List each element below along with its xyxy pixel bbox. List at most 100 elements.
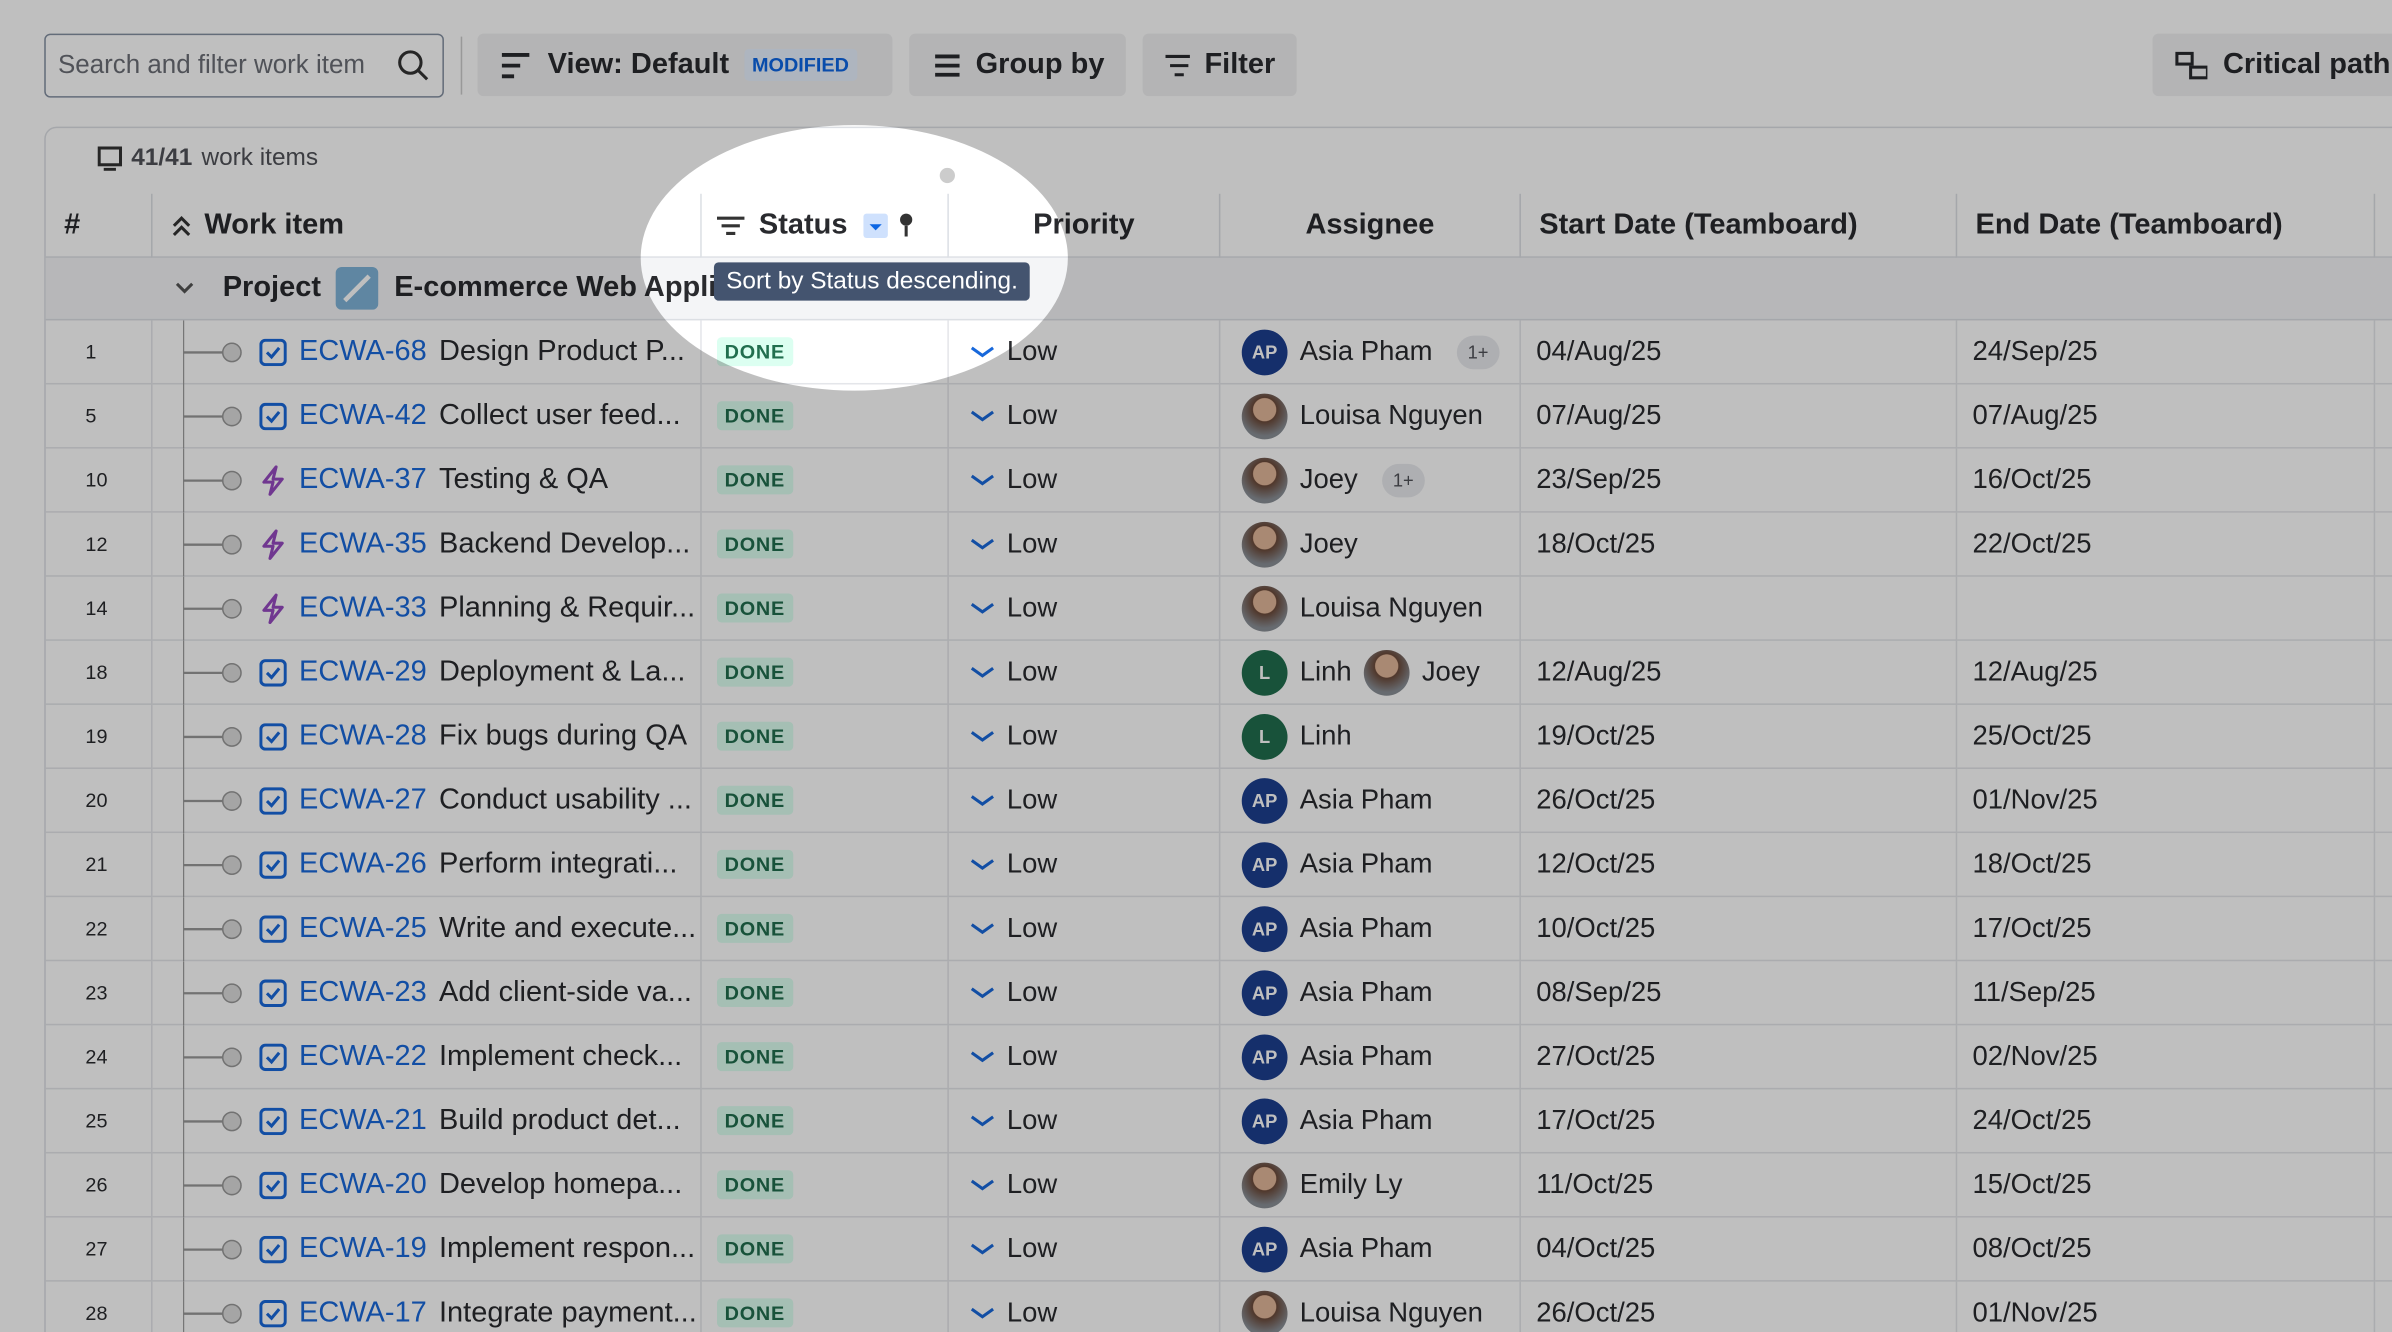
assignee-name: Joey (1299, 463, 1358, 495)
status-lozenge[interactable]: DONE (716, 337, 793, 367)
status-lozenge[interactable]: DONE (716, 1234, 793, 1264)
cell: Joey 1+ (1220, 448, 1521, 513)
status-lozenge[interactable]: DONE (716, 913, 793, 943)
status-lozenge[interactable]: DONE (716, 465, 793, 495)
cell: 24 (45, 1025, 153, 1090)
issue-type-icon (259, 1299, 287, 1327)
issue-key[interactable]: ECWA-23 (298, 975, 427, 1008)
issue-key[interactable]: ECWA-35 (298, 527, 427, 560)
issue-key[interactable]: ECWA-68 (298, 334, 427, 367)
status-lozenge[interactable]: DONE (716, 657, 793, 687)
filter-icon-graphic (717, 215, 746, 235)
status-lozenge[interactable]: DONE (716, 593, 793, 623)
cell: 01/Nov/25 (1957, 768, 2376, 834)
priority-label: Low (1006, 720, 1058, 751)
end-date: 24/Sep/25 (1972, 335, 2098, 367)
avatar: AP (1241, 1033, 1288, 1080)
cell (2375, 384, 2392, 449)
status-lozenge[interactable]: DONE (716, 785, 793, 815)
status-lozenge[interactable]: DONE (716, 1298, 793, 1328)
avatar-photo (1241, 1161, 1288, 1208)
cell (2375, 833, 2392, 898)
critical-path-button[interactable]: Critical path (2152, 33, 2392, 97)
status-lozenge[interactable]: DONE (716, 1170, 793, 1200)
cell (2375, 513, 2392, 577)
status-lozenge[interactable]: DONE (716, 721, 793, 751)
priority-icon (970, 857, 994, 872)
column-header[interactable]: Start Date (Teamboard) (1520, 193, 1958, 258)
issue-key[interactable]: ECWA-26 (298, 847, 427, 880)
issue-key[interactable]: ECWA-17 (298, 1296, 427, 1329)
cell: DONE (701, 384, 949, 449)
issue-title: Design Product P... (438, 334, 685, 367)
issue-key[interactable]: ECWA-27 (298, 783, 427, 816)
assignee-name: Asia Pham (1299, 1104, 1433, 1136)
issue-key[interactable]: ECWA-37 (298, 463, 427, 496)
column-header[interactable]: Priority (948, 193, 1221, 258)
issue-key[interactable]: ECWA-42 (298, 398, 427, 432)
issue-key[interactable]: ECWA-20 (298, 1167, 427, 1201)
end-date: 16/Oct/25 (1972, 463, 2092, 495)
status-lozenge[interactable]: DONE (716, 849, 793, 879)
tree-line-graphic (183, 704, 242, 769)
assignee-name: Asia Pham (1299, 1040, 1433, 1072)
cell: AP Asia Pham (1220, 1089, 1521, 1154)
filter-button[interactable]: Filter (1142, 33, 1297, 97)
status-lozenge[interactable]: DONE (716, 1042, 793, 1072)
row-number: 12 (85, 532, 108, 556)
cell: 25 (45, 1089, 153, 1154)
priority-icon (970, 793, 994, 808)
issue-key[interactable]: ECWA-29 (298, 655, 427, 688)
cell (2375, 1218, 2392, 1282)
issue-title: Fix bugs during QA (438, 719, 688, 752)
column-header[interactable]: End Date (Teamboard) (1957, 193, 2376, 258)
cell: AP Asia Pham 1+ (1220, 320, 1521, 385)
issue-type-icon (259, 1042, 287, 1071)
issue-type-icon-graphic (259, 337, 287, 366)
row-number: 10 (85, 468, 108, 492)
column-header-label: Assignee (1305, 208, 1435, 241)
column-header[interactable]: Work item (152, 193, 702, 258)
group-by-button[interactable]: Group by (909, 33, 1126, 97)
status-lozenge[interactable]: DONE (716, 978, 793, 1008)
issue-key[interactable]: ECWA-25 (298, 911, 427, 944)
cell: Louisa Nguyen (1220, 1281, 1521, 1332)
priority-icon (970, 1305, 994, 1320)
view-button[interactable]: View: Default MODIFIED (477, 33, 893, 97)
column-header[interactable]: Assignee (1220, 193, 1521, 258)
search-box[interactable]: Search and filter work item (44, 33, 444, 98)
cell: DONE (701, 961, 949, 1026)
column-header[interactable]: # (45, 193, 153, 258)
tree-line-graphic (183, 896, 242, 961)
issue-type-icon-graphic (259, 1171, 287, 1199)
issue-type-icon-graphic (259, 1299, 287, 1327)
assignee-name: Asia Pham (1299, 335, 1433, 367)
status-lozenge[interactable]: DONE (716, 529, 793, 559)
status-lozenge[interactable]: DONE (716, 401, 793, 431)
issue-title: Testing & QA (438, 463, 609, 496)
issue-key[interactable]: ECWA-21 (298, 1103, 427, 1136)
start-date: 26/Oct/25 (1536, 784, 1656, 815)
priority-icon-graphic (970, 345, 994, 357)
cell: Low (948, 1025, 1221, 1090)
start-date: 12/Aug/25 (1536, 656, 1662, 687)
row-number: 18 (85, 660, 108, 684)
issue-key[interactable]: ECWA-19 (298, 1232, 427, 1265)
search-placeholder: Search and filter work item (57, 50, 365, 80)
issue-key[interactable]: ECWA-28 (298, 719, 427, 752)
issue-type-icon (259, 978, 287, 1007)
tree-line-graphic (183, 1024, 242, 1089)
cell: 11/Oct/25 (1520, 1153, 1958, 1218)
status-lozenge[interactable]: DONE (716, 1106, 793, 1136)
issue-type-icon-graphic (259, 658, 287, 686)
group-row[interactable]: Project E-commerce Web Applic (45, 257, 2392, 321)
issue-key[interactable]: ECWA-22 (298, 1039, 427, 1072)
issue-key[interactable]: ECWA-33 (298, 591, 427, 624)
column-header[interactable]: Status (701, 193, 949, 258)
priority-label: Low (1006, 1168, 1058, 1200)
tree-line-graphic (183, 1088, 242, 1153)
cell: 04/Oct/25 (1520, 1217, 1958, 1282)
avatar: L (1241, 649, 1288, 695)
issue-type-icon-graphic (262, 528, 284, 560)
